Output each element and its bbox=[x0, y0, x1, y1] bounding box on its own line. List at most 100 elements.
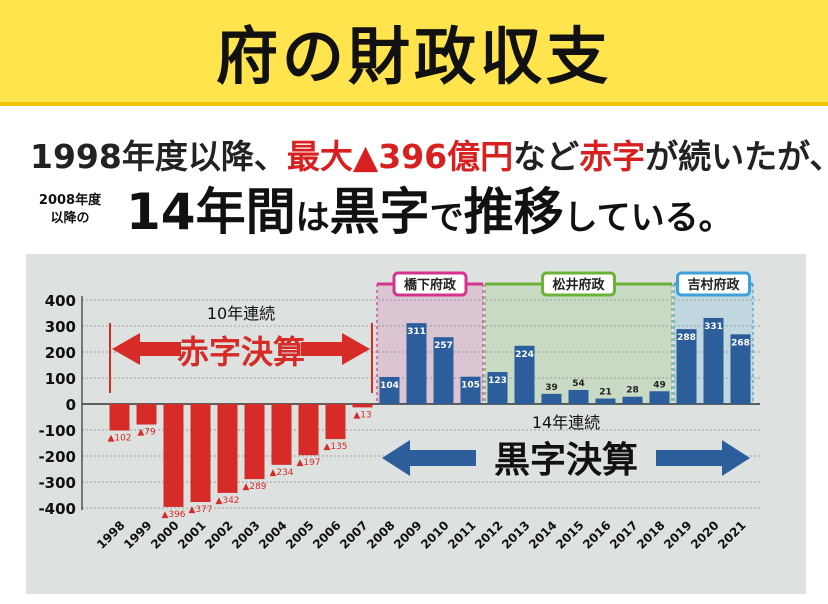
note-line: 以降の bbox=[50, 211, 90, 226]
headline-main: 14年間は黒字で推移している。 bbox=[126, 186, 733, 244]
y-tick-label: -300 bbox=[38, 474, 76, 492]
bar bbox=[460, 376, 481, 404]
era-label-box bbox=[541, 271, 616, 297]
headline-highlight: 黒字 bbox=[329, 183, 430, 241]
x-tick-label: 2020 bbox=[688, 518, 722, 552]
x-tick-label: 2000 bbox=[148, 518, 182, 552]
bar bbox=[136, 404, 157, 425]
bar-value-label: 39 bbox=[545, 383, 558, 393]
bar-value-label: ▲342 bbox=[215, 496, 239, 506]
title-bar: 府の財政収支 bbox=[0, 0, 828, 102]
x-tick-label: 2015 bbox=[553, 518, 587, 552]
y-tick-label: -100 bbox=[38, 422, 76, 440]
bar-value-label: ▲377 bbox=[188, 505, 212, 515]
bar-value-label: 21 bbox=[599, 388, 612, 398]
bar bbox=[163, 404, 184, 507]
headline-text: は bbox=[295, 198, 330, 238]
bar bbox=[703, 317, 724, 404]
label-backdrop bbox=[181, 329, 301, 369]
x-tick-label: 2017 bbox=[607, 518, 641, 552]
bar bbox=[487, 372, 508, 404]
bar-value-label: 123 bbox=[488, 376, 507, 386]
bar bbox=[568, 389, 589, 404]
deficit-count: 10年連続 bbox=[207, 304, 275, 323]
y-tick-label: 100 bbox=[45, 370, 76, 388]
bar bbox=[352, 404, 373, 408]
bar-value-label: 311 bbox=[407, 327, 426, 337]
x-tick-label: 2010 bbox=[418, 518, 452, 552]
headline-text: 14年間 bbox=[126, 183, 296, 241]
x-tick-label: 2019 bbox=[661, 518, 695, 552]
bar-value-label: ▲234 bbox=[269, 468, 293, 478]
bar bbox=[433, 337, 454, 404]
x-tick-label: 2006 bbox=[310, 518, 344, 552]
headline-highlight: 最大▲396億円 bbox=[286, 137, 514, 176]
bar-value-label: 54 bbox=[572, 379, 585, 389]
bar bbox=[217, 404, 238, 493]
label-backdrop bbox=[476, 438, 656, 478]
bar bbox=[379, 376, 400, 404]
page-title: 府の財政収支 bbox=[215, 20, 612, 93]
era-label-box bbox=[676, 271, 751, 297]
bar bbox=[271, 404, 292, 465]
y-tick-label: 300 bbox=[45, 318, 76, 336]
x-tick-label: 2016 bbox=[580, 518, 614, 552]
x-tick-label: 2001 bbox=[175, 518, 209, 552]
bar bbox=[730, 334, 751, 404]
x-tick-label: 2011 bbox=[445, 518, 479, 552]
bar-value-label: ▲102 bbox=[107, 434, 131, 444]
bar bbox=[649, 391, 670, 404]
surplus-label: 黒字決算 bbox=[494, 440, 638, 481]
x-tick-label: 2012 bbox=[472, 518, 506, 552]
bar bbox=[298, 404, 319, 456]
bar-value-label: 104 bbox=[380, 381, 399, 391]
surplus-count: 14年連続 bbox=[532, 413, 600, 432]
x-tick-label: 2018 bbox=[634, 518, 668, 552]
bar-value-label: ▲135 bbox=[323, 442, 347, 452]
y-tick-label: -400 bbox=[38, 500, 76, 518]
note-line: 2008年度 bbox=[38, 193, 102, 208]
bar-value-label: 224 bbox=[515, 350, 534, 360]
headline-highlight: 赤字 bbox=[579, 137, 646, 176]
deficit-label: 赤字決算 bbox=[177, 333, 305, 371]
x-tick-label: 2004 bbox=[256, 518, 290, 552]
x-tick-label: 2021 bbox=[715, 518, 749, 552]
x-tick-label: 1998 bbox=[94, 518, 128, 552]
era-label: 松井府政 bbox=[552, 277, 605, 293]
chart-frame: 橋下府政 松井府政 吉村府政 400 300 200 100 0 -100 -200 -300 -40… bbox=[26, 254, 806, 594]
x-tick-label: 2013 bbox=[499, 518, 533, 552]
bar bbox=[541, 393, 562, 404]
y-tick-label: 0 bbox=[66, 396, 76, 414]
bar bbox=[676, 329, 697, 404]
bar-value-label: ▲13 bbox=[353, 410, 371, 420]
bar bbox=[190, 404, 211, 503]
bar bbox=[109, 404, 130, 431]
era-label: 吉村府政 bbox=[687, 277, 740, 293]
bar-value-label: ▲289 bbox=[242, 482, 266, 492]
headline-small-note: 2008年度 以降の bbox=[20, 192, 120, 228]
x-tick-label: 2008 bbox=[364, 518, 398, 552]
bar-value-label: 28 bbox=[626, 386, 639, 396]
x-tick-label: 2007 bbox=[337, 518, 371, 552]
bar bbox=[406, 323, 427, 404]
bar bbox=[514, 345, 535, 404]
x-tick-label: 2009 bbox=[391, 518, 425, 552]
y-tick-label: 400 bbox=[45, 292, 76, 310]
headline-text: で bbox=[429, 198, 464, 238]
bar bbox=[325, 404, 346, 440]
era-label-box bbox=[392, 271, 468, 297]
bar-value-label: 257 bbox=[434, 341, 453, 351]
y-tick-label: -200 bbox=[38, 448, 76, 466]
headline-text: している。 bbox=[563, 198, 733, 238]
headline-highlight: 推移 bbox=[463, 183, 564, 241]
bar-value-label: 105 bbox=[461, 381, 480, 391]
bar-value-label: 288 bbox=[677, 333, 696, 343]
x-tick-label: 2005 bbox=[283, 518, 317, 552]
bar bbox=[622, 396, 643, 404]
headline-text: が続いたが、 bbox=[645, 137, 828, 176]
bar-value-label: ▲197 bbox=[296, 458, 320, 468]
bar-value-label: ▲79 bbox=[137, 428, 156, 438]
bar-value-label: 49 bbox=[653, 380, 666, 390]
x-tick-label: 1999 bbox=[121, 518, 155, 552]
headline-text: 1998年度以降、 bbox=[30, 137, 287, 176]
